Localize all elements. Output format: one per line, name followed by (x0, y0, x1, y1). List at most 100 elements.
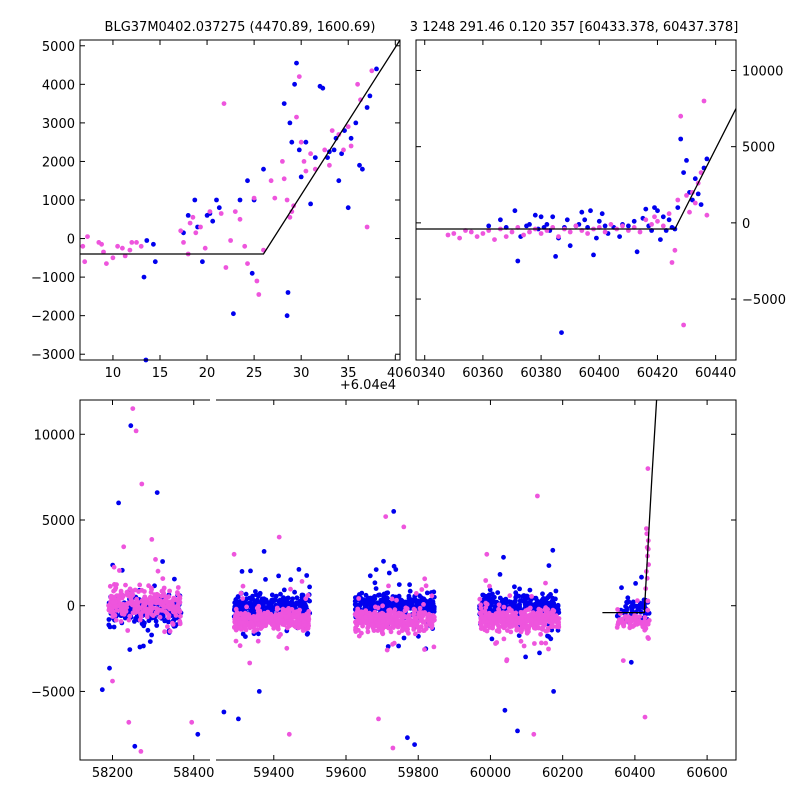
data-point-magenta (123, 582, 128, 588)
data-point-blue (141, 274, 147, 280)
data-point-blue (296, 567, 302, 572)
data-point-magenta (531, 625, 537, 631)
data-point-magenta (149, 537, 155, 542)
data-point-blue (391, 509, 397, 514)
panel-bottom: 58200 58400 59400 59600 59800 60000 60200 60400… (31, 399, 737, 781)
data-point-magenta (497, 618, 503, 624)
data-point-blue (678, 136, 684, 142)
data-point-blue (284, 597, 290, 602)
data-point-magenta (138, 614, 144, 620)
data-point-blue (237, 197, 243, 203)
data-point-magenta (429, 593, 435, 599)
data-point-magenta (421, 602, 426, 607)
data-point-magenta (636, 618, 641, 624)
data-point-magenta (125, 628, 131, 633)
data-point-blue (559, 330, 564, 335)
data-point-blue (256, 689, 262, 694)
data-point-magenta (620, 658, 626, 663)
data-point-magenta (256, 292, 262, 297)
model-line (80, 40, 400, 255)
data-point-blue (331, 147, 337, 153)
data-point-magenta (384, 647, 390, 653)
data-point-magenta (82, 259, 88, 265)
data-point-magenta (139, 587, 145, 593)
data-point-magenta (419, 587, 425, 592)
data-point-blue (431, 589, 437, 595)
data-point-magenta (536, 612, 542, 618)
data-point-blue (261, 166, 266, 172)
data-point-magenta (122, 253, 128, 259)
data-point-magenta (175, 585, 181, 590)
data-point-magenta (356, 633, 362, 639)
data-point-blue (245, 178, 250, 184)
data-point-blue (396, 603, 402, 609)
data-point-magenta (233, 638, 239, 644)
data-point-magenta (99, 241, 104, 247)
data-point-blue (396, 582, 402, 587)
data-point-magenta (294, 609, 300, 614)
data-point-blue (363, 602, 369, 608)
data-point-magenta (423, 583, 429, 589)
data-point-magenta (341, 147, 346, 153)
data-point-blue (303, 139, 309, 145)
data-point-magenta (666, 211, 672, 217)
data-point-magenta (244, 604, 250, 610)
data-point-magenta (549, 615, 555, 621)
y-tick-label: 10000 (34, 428, 75, 443)
data-point-magenta (255, 638, 261, 644)
data-point-magenta (616, 619, 621, 625)
data-point-blue (624, 606, 630, 611)
data-point-magenta (243, 626, 248, 632)
data-point-magenta (643, 217, 649, 223)
data-point-blue (617, 234, 622, 240)
data-point-blue (564, 217, 570, 223)
data-point-blue (550, 595, 556, 601)
data-point-magenta (649, 222, 654, 227)
data-point-blue (265, 600, 271, 605)
data-point-blue (537, 650, 542, 656)
data-point-magenta (477, 596, 483, 602)
data-point-blue (216, 205, 222, 211)
data-point-magenta (379, 627, 384, 632)
data-point-blue (517, 586, 522, 592)
data-point-blue (556, 607, 561, 613)
data-point-blue (695, 191, 701, 197)
data-point-magenta (684, 193, 689, 198)
data-point-blue (288, 577, 294, 583)
data-point-magenta (384, 621, 390, 627)
data-point-blue (550, 214, 556, 220)
data-point-blue (367, 595, 373, 601)
data-point-blue (367, 93, 373, 99)
data-point-magenta (431, 644, 437, 650)
data-point-magenta (645, 607, 651, 613)
data-point-magenta (627, 625, 633, 631)
data-point-magenta (121, 544, 127, 550)
x-tick-label: 25 (246, 366, 263, 381)
y-tick-label: 5000 (42, 514, 75, 529)
data-point-blue (486, 592, 492, 598)
data-point-magenta (173, 613, 179, 618)
data-point-blue (396, 593, 402, 599)
data-point-magenta (514, 624, 520, 630)
data-point-blue (231, 311, 236, 317)
data-point-magenta (251, 195, 257, 201)
data-point-blue (591, 252, 596, 258)
data-point-magenta (548, 624, 554, 630)
data-point-magenta (286, 623, 292, 629)
data-point-magenta (116, 596, 122, 602)
data-point-blue (631, 218, 637, 224)
data-point-magenta (153, 557, 158, 562)
data-point-magenta (144, 614, 150, 620)
panel-top-left: 10 15 20 25 30 35 40 −3000 −2000 −1000 0 1000 2000 30… (31, 20, 404, 393)
data-point-magenta (108, 593, 114, 599)
data-point-magenta (615, 607, 620, 612)
data-point-blue (508, 599, 514, 605)
data-point-blue (515, 258, 521, 264)
data-point-blue (243, 591, 249, 597)
data-point-magenta (305, 625, 311, 631)
data-point-magenta (127, 594, 133, 600)
data-point-magenta (389, 596, 395, 602)
data-point-magenta (167, 606, 173, 612)
data-point-blue (540, 591, 545, 597)
data-point-magenta (327, 162, 332, 168)
